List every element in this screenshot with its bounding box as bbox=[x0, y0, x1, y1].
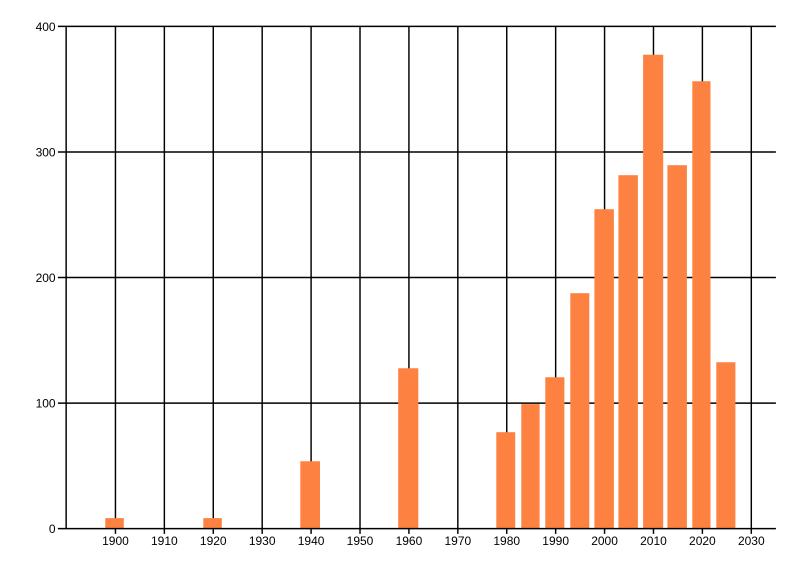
svg-text:2030: 2030 bbox=[738, 534, 765, 548]
svg-text:2020: 2020 bbox=[689, 534, 716, 548]
svg-text:1900: 1900 bbox=[102, 534, 129, 548]
svg-text:1950: 1950 bbox=[347, 534, 374, 548]
svg-text:1980: 1980 bbox=[493, 534, 520, 548]
svg-text:0: 0 bbox=[49, 522, 56, 536]
svg-text:2010: 2010 bbox=[640, 534, 667, 548]
svg-text:1920: 1920 bbox=[200, 534, 227, 548]
svg-text:1970: 1970 bbox=[444, 534, 471, 548]
svg-text:1910: 1910 bbox=[151, 534, 178, 548]
svg-text:200: 200 bbox=[36, 271, 56, 285]
svg-text:100: 100 bbox=[36, 397, 56, 411]
svg-text:1930: 1930 bbox=[249, 534, 276, 548]
svg-text:1940: 1940 bbox=[298, 534, 325, 548]
svg-text:400: 400 bbox=[36, 20, 56, 34]
svg-text:1990: 1990 bbox=[542, 534, 569, 548]
svg-text:300: 300 bbox=[36, 145, 56, 159]
svg-text:2000: 2000 bbox=[591, 534, 618, 548]
svg-text:1960: 1960 bbox=[396, 534, 423, 548]
